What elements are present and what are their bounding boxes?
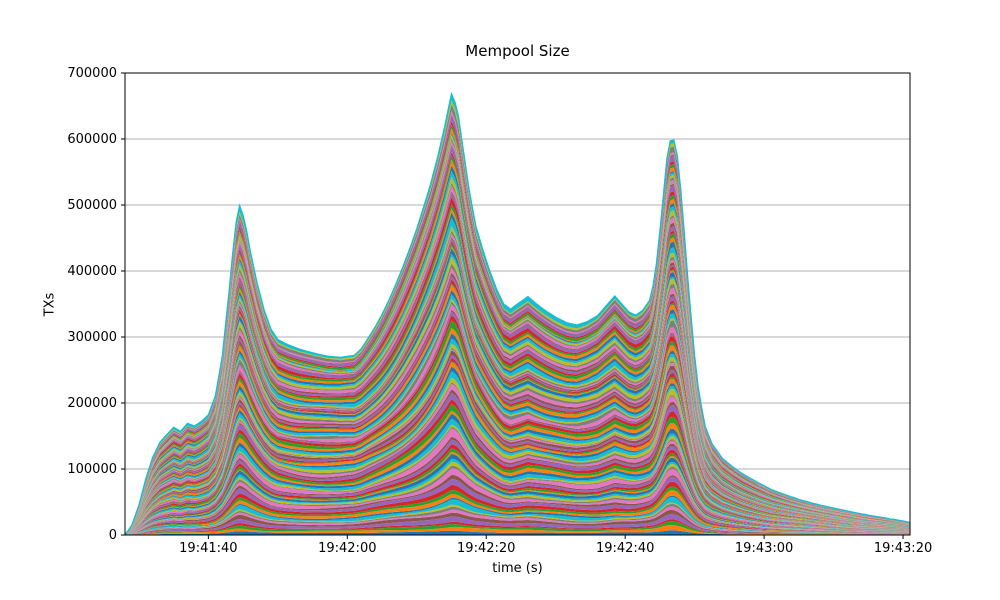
y-tick-label: 0 <box>108 527 117 543</box>
y-tick-label: 200000 <box>67 395 117 411</box>
stacked-series-band <box>125 328 910 535</box>
stacked-series-band <box>125 525 910 535</box>
stacked-series-band <box>125 410 910 535</box>
stacked-series-band <box>125 453 910 535</box>
y-tick-label: 600000 <box>67 131 117 147</box>
x-tick-label: 19:41:40 <box>179 541 238 556</box>
y-tick-label: 100000 <box>67 461 117 477</box>
total-envelope-line <box>124 91 911 536</box>
y-tick-label: 500000 <box>67 197 117 213</box>
stacked-series-band <box>125 509 910 535</box>
stacked-series-band <box>125 354 910 535</box>
stacked-series-band <box>125 350 910 535</box>
stacked-series-band <box>125 320 910 535</box>
chart-title: Mempool Size <box>465 42 570 60</box>
stacked-series-band <box>125 304 910 535</box>
stacked-series-band <box>125 404 910 535</box>
x-tick-label: 19:42:20 <box>457 541 516 556</box>
stacked-series-band <box>125 481 910 535</box>
stacked-series-band <box>125 383 910 535</box>
x-tick-label: 19:42:40 <box>595 541 655 556</box>
stacked-series-band <box>125 514 910 535</box>
stacked-series-band <box>125 519 910 535</box>
stacked-series-band <box>125 413 910 535</box>
stacked-series-band <box>125 490 910 535</box>
stacked-series-band <box>125 477 910 535</box>
stacked-series-band <box>125 333 910 535</box>
stacked-series-band <box>125 444 910 535</box>
y-tick-label: 700000 <box>67 65 117 81</box>
y-tick-label: 300000 <box>67 329 117 345</box>
stacked-series-band <box>125 389 910 535</box>
stacked-series-band <box>125 439 910 535</box>
stacked-series-band <box>125 311 910 535</box>
stacked-series-band <box>125 371 910 535</box>
stacked-series-band <box>125 362 910 535</box>
stacked-series-band <box>125 486 910 535</box>
stacked-series-band <box>125 377 910 535</box>
plot-border <box>124 72 911 536</box>
x-tick-label: 19:42:00 <box>318 541 377 556</box>
stacked-series-band <box>125 468 910 535</box>
x-axis-label: time (s) <box>492 561 543 576</box>
x-tick-label: 19:43:00 <box>734 541 794 556</box>
stacked-series-band <box>125 392 910 535</box>
x-tick-label: 19:43:20 <box>873 541 933 556</box>
stacked-series-band <box>125 382 910 535</box>
stacked-series-band <box>125 315 910 535</box>
stacked-series-band <box>125 521 910 535</box>
y-tick-label: 400000 <box>67 263 117 279</box>
stacked-series-band <box>125 399 910 535</box>
stacked-series-band <box>125 366 910 535</box>
stacked-series-band <box>125 357 910 535</box>
